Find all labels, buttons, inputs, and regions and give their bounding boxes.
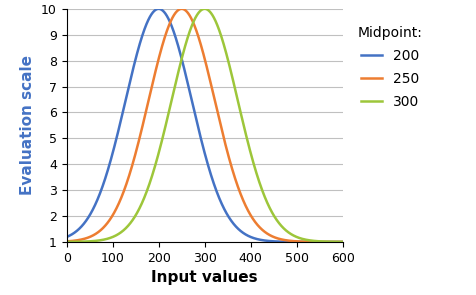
- 300: [202, 7, 208, 11]
- 200: [78, 225, 84, 229]
- Y-axis label: Evaluation scale: Evaluation scale: [20, 55, 36, 195]
- 250: [198, 44, 204, 47]
- 200: [191, 107, 197, 110]
- 200: [156, 7, 161, 11]
- 250: [281, 238, 287, 242]
- 200: [332, 240, 337, 244]
- 300: [198, 9, 204, 12]
- 300: [78, 240, 84, 243]
- 300: [281, 227, 287, 231]
- 250: [332, 240, 337, 244]
- Line: 200: 200: [67, 9, 343, 242]
- Line: 300: 300: [67, 9, 343, 242]
- 250: [332, 240, 337, 244]
- 200: [198, 137, 204, 141]
- 250: [340, 240, 346, 244]
- 300: [64, 240, 69, 244]
- 200: [332, 240, 337, 244]
- 300: [340, 240, 346, 244]
- 200: [340, 240, 346, 244]
- 300: [191, 20, 197, 23]
- 250: [64, 240, 69, 243]
- 250: [78, 238, 84, 241]
- 300: [332, 240, 337, 244]
- 250: [191, 22, 197, 25]
- 250: [179, 7, 185, 11]
- X-axis label: Input values: Input values: [151, 270, 258, 285]
- 300: [332, 240, 337, 244]
- Legend: 200, 250, 300: 200, 250, 300: [352, 20, 428, 115]
- Line: 250: 250: [67, 9, 343, 242]
- 200: [281, 240, 287, 243]
- 200: [64, 235, 69, 239]
